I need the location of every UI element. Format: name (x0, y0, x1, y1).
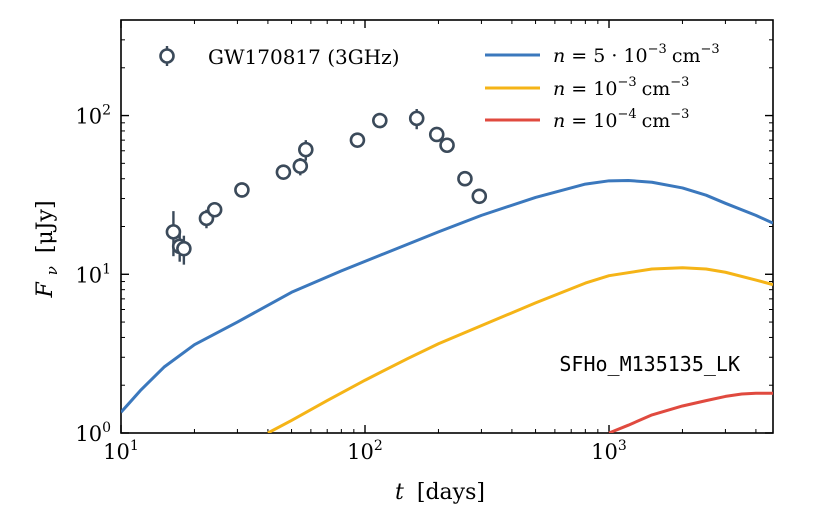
minor-ticks (121, 19, 773, 433)
x-axis-var: t (395, 480, 404, 505)
legend-obs-marker (159, 48, 175, 64)
data-point (298, 141, 314, 158)
x-tick-base: 10 (103, 440, 130, 464)
legend-eq: = 10 (565, 78, 617, 100)
series-line-3 (608, 391, 773, 433)
legend-exp: −4 (617, 107, 636, 122)
annotation-label: SFHo_M135135_LK (559, 352, 740, 376)
y-tick-exp: 2 (102, 103, 111, 119)
y-axis-label: F ν [μJy] (33, 200, 63, 298)
series-line-2 (267, 266, 773, 433)
legend-exp: −3 (617, 75, 636, 90)
legend-label-2: n = 10−3 cm−3 (553, 75, 689, 100)
legend-eq: = 5 · 10 (565, 45, 647, 67)
y-axis-var: F (33, 282, 58, 299)
legend-obs-label: GW170817 (3GHz) (208, 45, 400, 69)
data-point (428, 126, 445, 143)
y-tick-base: 10 (75, 105, 102, 129)
data-point (457, 170, 473, 187)
legend-var: n (553, 110, 565, 132)
x-axis-unit: [days] (417, 480, 485, 505)
x-tick-label: 102 (347, 438, 383, 464)
x-tick-base: 10 (347, 440, 374, 464)
series-line-1 (121, 178, 773, 414)
x-axis-label: t [days] (395, 480, 485, 505)
legend-unit-exp: −3 (670, 107, 689, 122)
y-tick-label: 101 (75, 261, 111, 287)
x-tick-exp: 1 (130, 438, 139, 454)
y-tick-exp: 1 (102, 261, 111, 277)
legend-label-1: n = 5 · 10−3 cm−3 (553, 42, 720, 67)
y-tick-base: 10 (75, 422, 102, 446)
legend-var: n (553, 78, 565, 100)
legend-exp: −3 (648, 42, 667, 57)
data-point (372, 112, 388, 129)
legend-unit: cm (642, 110, 671, 132)
legend-unit-exp: −3 (700, 42, 719, 57)
y-tick-label: 102 (75, 103, 111, 129)
x-tick-label: 103 (591, 438, 627, 464)
data-point (234, 182, 250, 198)
data-point (206, 201, 223, 218)
y-axis-sub: ν (43, 266, 61, 275)
x-tick-exp: 3 (618, 438, 627, 454)
data-point (176, 240, 192, 257)
legend-unit: cm (642, 78, 671, 100)
y-tick-base: 10 (75, 263, 102, 287)
legend-eq: = 10 (565, 110, 617, 132)
x-tick-label: 101 (103, 438, 139, 464)
data-point (439, 137, 455, 154)
legend-var: n (553, 45, 565, 67)
legend-label-3: n = 10−4 cm−3 (553, 107, 689, 132)
model-curves (121, 178, 773, 433)
data-point (165, 224, 182, 240)
major-ticks (120, 20, 773, 434)
legend-unit-exp: −3 (670, 75, 689, 90)
x-tick-exp: 2 (374, 438, 383, 454)
x-tick-base: 10 (591, 440, 618, 464)
data-point (471, 188, 488, 205)
y-axis-unit: [μJy] (33, 200, 58, 253)
data-point (408, 110, 425, 127)
legend: GW170817 (3GHz) n = 5 · 10−3 cm−3n = 10−3 c… (159, 42, 720, 132)
y-tick-exp: 0 (102, 420, 111, 436)
observation-points (165, 108, 488, 265)
data-point (349, 132, 366, 148)
data-point (275, 164, 292, 180)
data-point (292, 158, 309, 174)
y-tick-label: 100 (75, 420, 111, 446)
legend-unit: cm (672, 45, 701, 67)
